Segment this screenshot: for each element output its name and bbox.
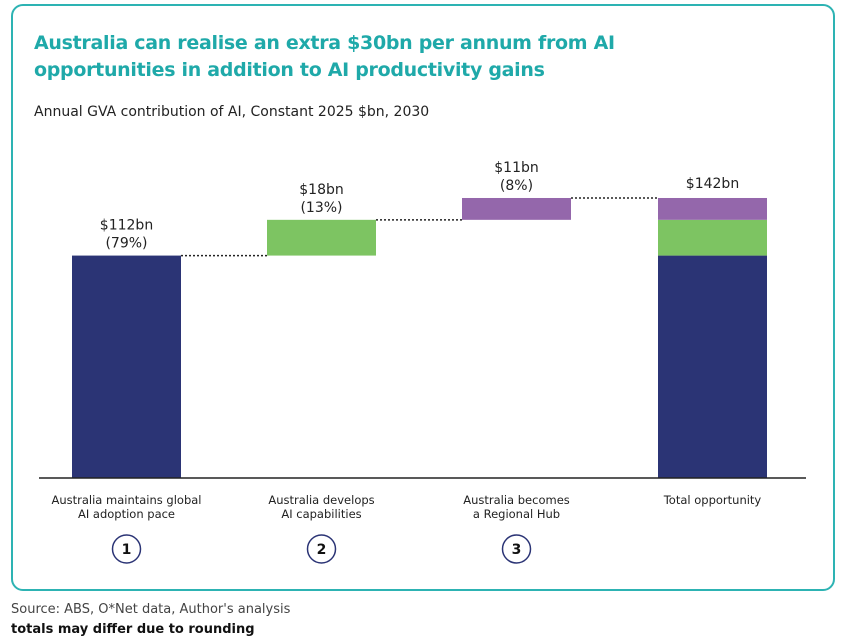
bar-2 xyxy=(267,219,376,256)
step-circle-icon xyxy=(501,534,532,564)
bar-3 xyxy=(462,197,571,220)
category-label: Australia maintains global xyxy=(51,493,201,507)
category-label: Australia becomes xyxy=(463,493,570,507)
total-bar-segment-3 xyxy=(658,197,767,220)
step-circle-icon xyxy=(111,534,142,564)
step-number: 3 xyxy=(512,542,522,558)
data-label: $11bn xyxy=(494,160,538,176)
data-label: (79%) xyxy=(105,236,147,252)
step-number: 2 xyxy=(317,542,327,558)
source-note: Source: ABS, O*Net data, Author's analys… xyxy=(11,602,291,617)
chart-frame xyxy=(11,4,835,591)
data-label: (13%) xyxy=(300,200,342,216)
category-label: AI capabilities xyxy=(281,507,361,521)
rounding-note: totals may differ due to rounding xyxy=(11,622,255,637)
chart-subtitle: Annual GVA contribution of AI, Constant … xyxy=(34,104,430,120)
chart-title: Australia can realise an extra $30bn per… xyxy=(34,32,615,81)
bar-1 xyxy=(72,255,181,478)
data-label: $142bn xyxy=(686,176,739,192)
category-label: Total opportunity xyxy=(663,493,762,507)
category-label: Australia develops xyxy=(268,493,374,507)
data-label: $112bn xyxy=(100,218,153,234)
step-circle-icon xyxy=(306,534,337,564)
step-number: 1 xyxy=(122,542,132,558)
category-label: AI adoption pace xyxy=(78,507,175,521)
data-label: $18bn xyxy=(299,182,343,198)
data-label: (8%) xyxy=(500,178,533,194)
total-bar-segment-2 xyxy=(658,219,767,256)
category-label: a Regional Hub xyxy=(473,507,560,521)
total-bar-segment-1 xyxy=(658,255,767,478)
